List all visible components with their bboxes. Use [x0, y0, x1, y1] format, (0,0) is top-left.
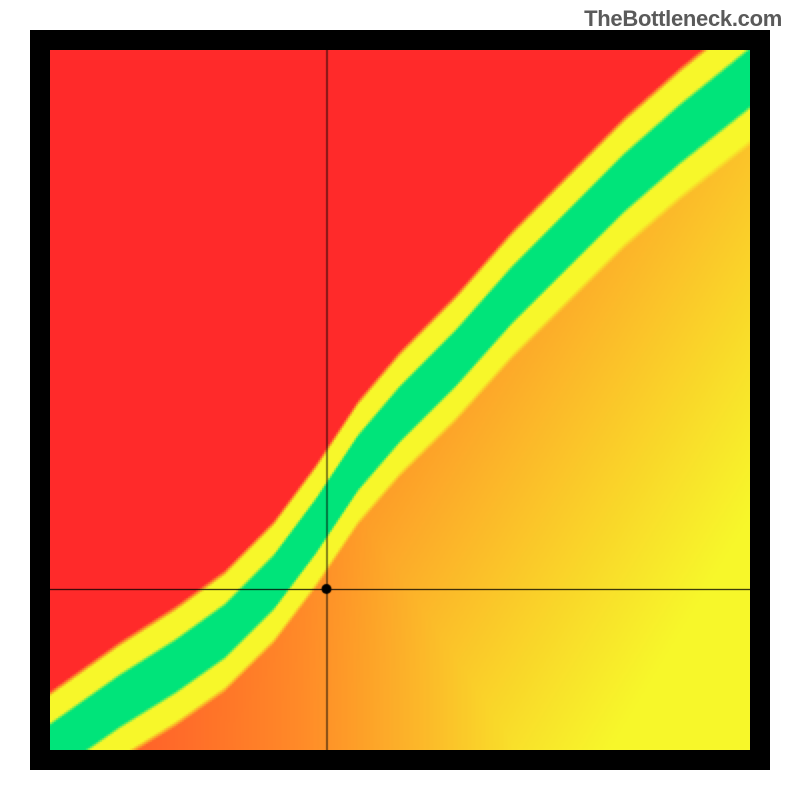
heatmap-canvas: [50, 50, 750, 750]
chart-container: TheBottleneck.com: [0, 0, 800, 800]
watermark-text: TheBottleneck.com: [584, 6, 782, 32]
